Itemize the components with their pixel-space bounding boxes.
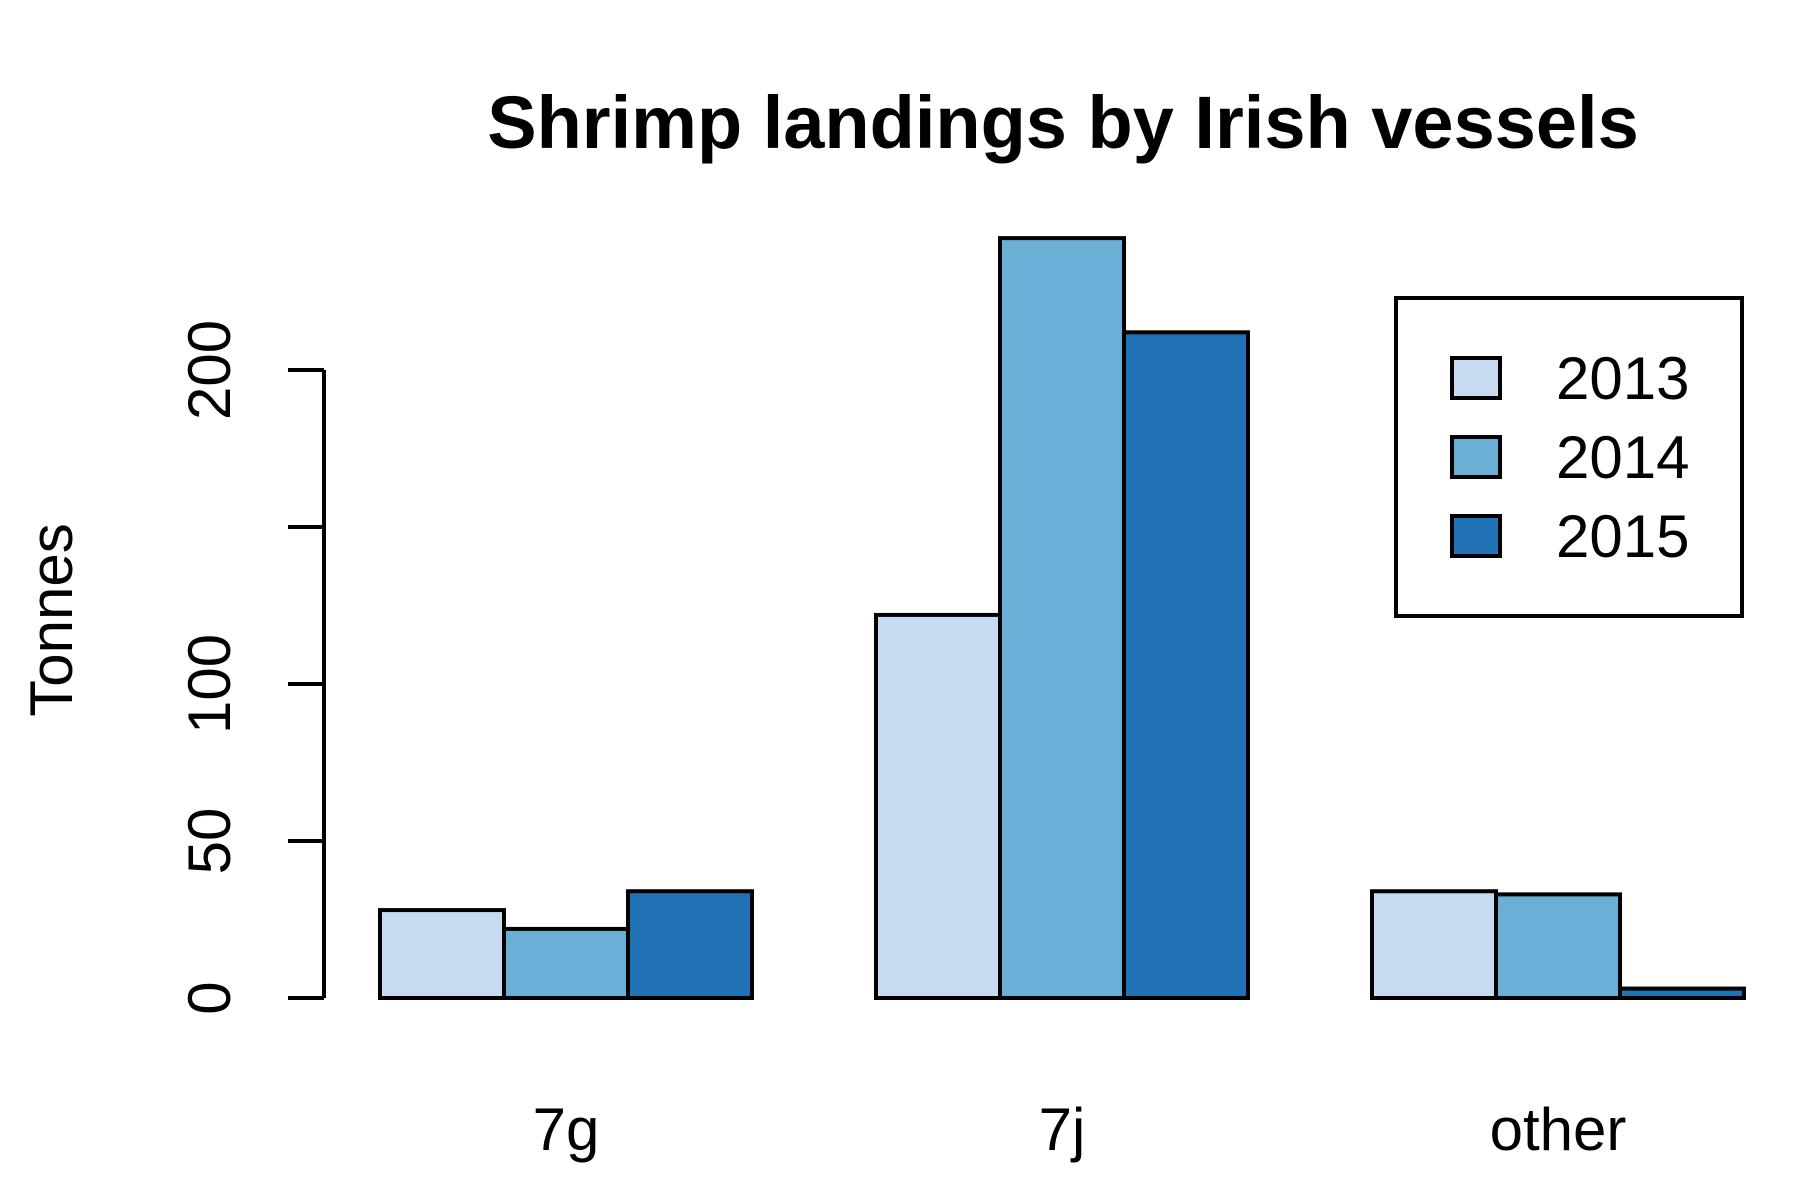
bar-other-2015 xyxy=(1618,986,1746,1001)
chart-title: Shrimp landings by Irish vessels xyxy=(487,81,1639,164)
category-labels: 7g 7j other xyxy=(533,1096,1627,1163)
bar-7g-2013 xyxy=(378,908,506,1001)
y-tick-label: 50 xyxy=(176,808,243,875)
category-label: 7j xyxy=(1039,1096,1086,1163)
bar-7g-2014 xyxy=(502,926,630,1000)
bar-7j-2014 xyxy=(998,236,1126,1000)
category-label: 7g xyxy=(533,1096,600,1163)
bar-other-2013 xyxy=(1370,889,1498,1000)
category-label: other xyxy=(1490,1096,1627,1163)
bar-other-2014 xyxy=(1494,892,1622,1001)
legend: 2013 2014 2015 xyxy=(1394,296,1744,618)
bars xyxy=(378,236,1746,1001)
y-axis-label: Tonnes xyxy=(18,523,85,716)
bar-7j-2013 xyxy=(874,612,1002,1000)
legend-swatch xyxy=(1450,356,1502,400)
y-axis: 0 50 100 200 xyxy=(176,320,326,1015)
y-tick-label: 200 xyxy=(176,320,243,420)
legend-label: 2015 xyxy=(1556,503,1689,570)
bar-7g-2015 xyxy=(626,889,754,1000)
y-tick-label: 0 xyxy=(176,981,243,1014)
legend-label: 2013 xyxy=(1556,345,1689,412)
legend-swatch xyxy=(1450,514,1502,558)
bar-7j-2015 xyxy=(1122,330,1250,1000)
legend-swatch xyxy=(1450,435,1502,479)
legend-label: 2014 xyxy=(1556,424,1689,491)
y-tick-label: 100 xyxy=(176,634,243,734)
